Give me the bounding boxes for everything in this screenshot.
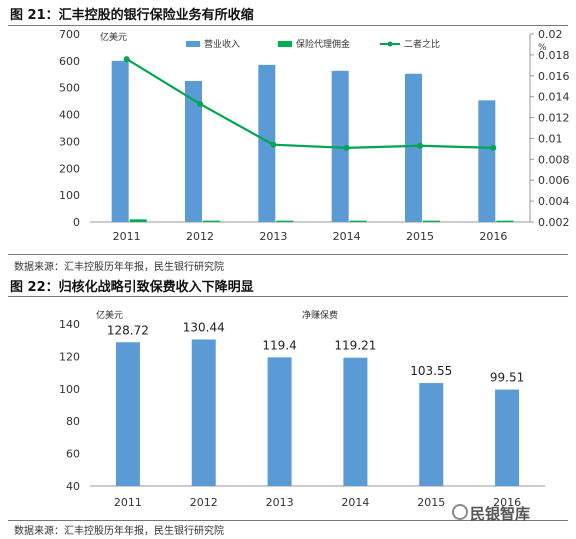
y2-tick-label: 0.02 xyxy=(538,28,563,41)
legend-commission-swatch xyxy=(278,41,292,47)
revenue-bar xyxy=(478,100,496,222)
y-tick-label: 120 xyxy=(59,350,80,363)
commission-bar xyxy=(203,220,220,222)
x-tick-label: 2012 xyxy=(190,496,218,509)
data-label: 99.51 xyxy=(490,371,524,385)
y2-tick-label: 0.014 xyxy=(538,91,570,104)
premium-bar xyxy=(343,357,368,486)
legend-ratio-label: 二者之比 xyxy=(404,38,440,50)
y-tick-label: 60 xyxy=(66,448,80,461)
x-tick-label: 2016 xyxy=(493,496,521,509)
figure-1-title: 图 21：汇丰控股的银行保险业务有所收缩 xyxy=(10,8,254,23)
y-tick-label: 500 xyxy=(59,82,80,95)
y2-tick-label: 0.012 xyxy=(538,112,570,125)
y2-tick-label: 0.004 xyxy=(538,195,570,208)
premium-bar xyxy=(115,342,140,486)
revenue-bar xyxy=(331,70,349,222)
x-tick-label: 2014 xyxy=(341,496,369,509)
premium-chart: 40 60 80 100 120 140 2011 2012 2013 2014 2015 2016 亿… xyxy=(59,309,545,509)
revenue-bar xyxy=(405,73,422,223)
y-tick-label: 600 xyxy=(59,55,80,68)
data-label: 130.44 xyxy=(183,320,225,334)
legend-revenue-label: 营业收入 xyxy=(204,38,240,50)
commission-bar xyxy=(349,220,367,222)
figure-1-source-divider xyxy=(8,254,568,255)
figure-1-source: 数据来源：汇丰控股历年年报，民生银行研究院 xyxy=(14,262,224,273)
commission-bar xyxy=(276,220,294,222)
ratio-point xyxy=(123,56,130,63)
revenue-bar xyxy=(185,81,202,222)
y-tick-label: 700 xyxy=(59,28,80,41)
y2-tick-label: 0.006 xyxy=(538,174,570,187)
commission-bar xyxy=(129,219,147,222)
y-tick-label: 0 xyxy=(73,216,80,229)
ratio-point xyxy=(197,100,203,107)
y-tick-label: 100 xyxy=(59,189,80,202)
x-tick-label: 2012 xyxy=(186,230,214,243)
revenue-bar xyxy=(258,64,276,222)
x-tick-label: 2013 xyxy=(266,496,294,509)
y-tick-label: 40 xyxy=(66,480,80,493)
y-tick-label: 80 xyxy=(66,415,80,428)
y-axis-unit: 亿美元 xyxy=(100,31,127,43)
data-label: 119.4 xyxy=(262,338,296,352)
y-axis-unit: 亿美元 xyxy=(96,309,123,321)
ratio-point xyxy=(270,141,277,148)
x-tick-label: 2016 xyxy=(479,230,507,243)
ratio-point xyxy=(490,144,497,151)
y2-tick-label: 0.008 xyxy=(538,153,570,166)
figure-1-divider xyxy=(8,25,568,26)
legend-ratio-marker xyxy=(387,41,393,47)
data-label: 119.21 xyxy=(334,339,376,353)
x-tick-label: 2011 xyxy=(114,496,142,509)
premium-bar xyxy=(267,357,292,486)
y-tick-label: 300 xyxy=(59,135,80,148)
data-label: 103.55 xyxy=(410,364,452,378)
x-tick-label: 2011 xyxy=(113,230,141,243)
y-tick-label: 200 xyxy=(59,162,80,175)
figure-2-source-divider xyxy=(8,520,568,521)
commission-bar xyxy=(496,220,514,222)
x-tick-label: 2015 xyxy=(406,230,434,243)
commission-bar xyxy=(423,220,440,222)
x-tick-label: 2014 xyxy=(333,230,361,243)
watermark: 民银智库 xyxy=(470,505,531,523)
ratio-line xyxy=(126,58,494,149)
revenue-bar xyxy=(111,60,129,222)
figure-2-source: 数据来源：汇丰控股历年年报，民生银行研究院 xyxy=(14,526,224,537)
x-tick-label: 2015 xyxy=(417,496,445,509)
revenue-commission-chart: 0 100 200 300 400 500 600 700 0.002 0.004 0.006 0.0… xyxy=(59,28,570,243)
data-label: 128.72 xyxy=(107,323,149,337)
legend-revenue-swatch xyxy=(186,41,200,47)
figure-2-title: 图 22：归核化战略引致保费收入下降明显 xyxy=(10,280,254,295)
y2-axis-unit: % xyxy=(538,43,547,53)
y-tick-label: 100 xyxy=(59,383,80,396)
wechat-logo-icon xyxy=(452,504,468,520)
y2-tick-label: 0.018 xyxy=(538,49,570,62)
figure-2-divider xyxy=(8,296,568,297)
ratio-point xyxy=(417,142,423,149)
premium-bar xyxy=(495,389,520,486)
premium-bar xyxy=(191,339,216,486)
y2-tick-label: 0.016 xyxy=(538,70,570,83)
y-tick-label: 140 xyxy=(59,318,80,331)
ratio-point xyxy=(343,144,350,151)
premium-bar xyxy=(419,383,444,486)
y2-tick-label: 0.002 xyxy=(538,216,570,229)
y2-tick-label: 0.01 xyxy=(538,132,563,145)
legend-commission-label: 保险代理佣金 xyxy=(296,38,350,50)
legend-label: 净赚保费 xyxy=(302,309,338,321)
y-tick-label: 400 xyxy=(59,109,80,122)
x-tick-label: 2013 xyxy=(259,230,287,243)
